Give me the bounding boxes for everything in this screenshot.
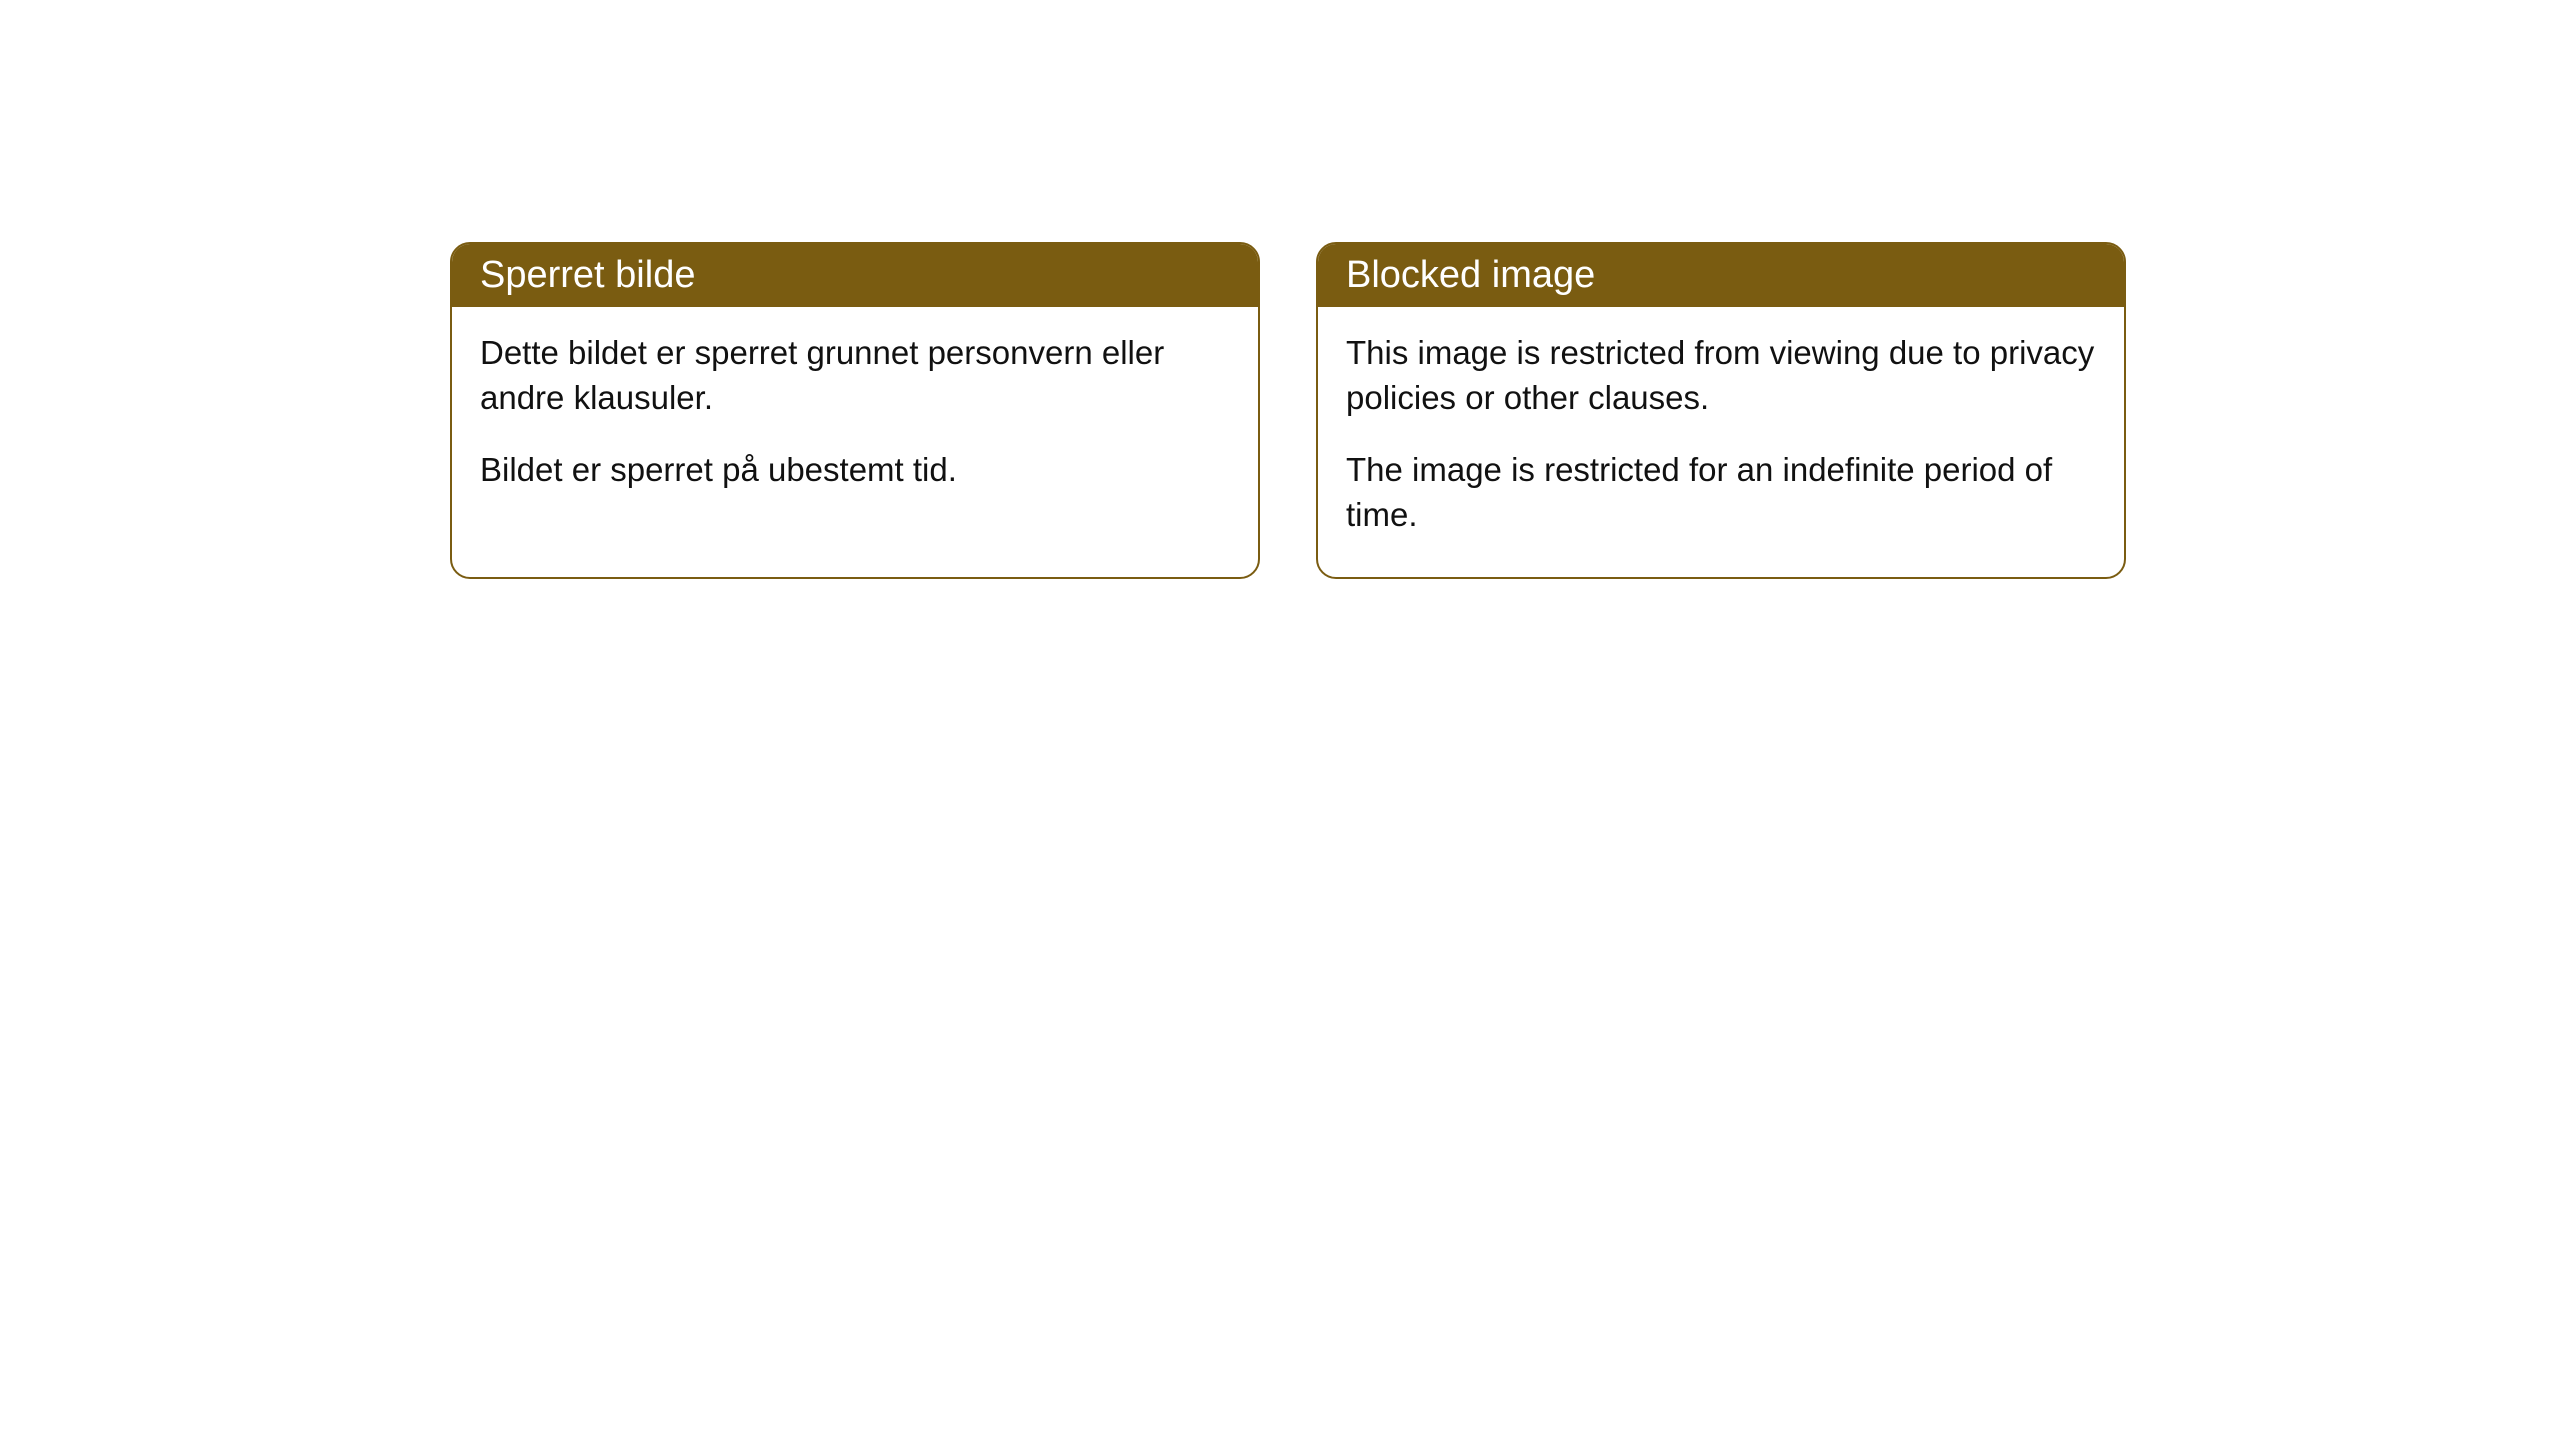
card-header: Sperret bilde [452, 244, 1258, 307]
card-paragraph-1: Dette bildet er sperret grunnet personve… [480, 331, 1230, 420]
card-paragraph-2: The image is restricted for an indefinit… [1346, 448, 2096, 537]
card-body: This image is restricted from viewing du… [1318, 307, 2124, 577]
card-paragraph-1: This image is restricted from viewing du… [1346, 331, 2096, 420]
card-header: Blocked image [1318, 244, 2124, 307]
notice-cards-container: Sperret bilde Dette bildet er sperret gr… [450, 242, 2126, 579]
card-body: Dette bildet er sperret grunnet personve… [452, 307, 1258, 533]
card-title: Sperret bilde [480, 254, 695, 296]
blocked-image-card-en: Blocked image This image is restricted f… [1316, 242, 2126, 579]
blocked-image-card-no: Sperret bilde Dette bildet er sperret gr… [450, 242, 1260, 579]
card-title: Blocked image [1346, 254, 1595, 296]
card-paragraph-2: Bildet er sperret på ubestemt tid. [480, 448, 1230, 493]
